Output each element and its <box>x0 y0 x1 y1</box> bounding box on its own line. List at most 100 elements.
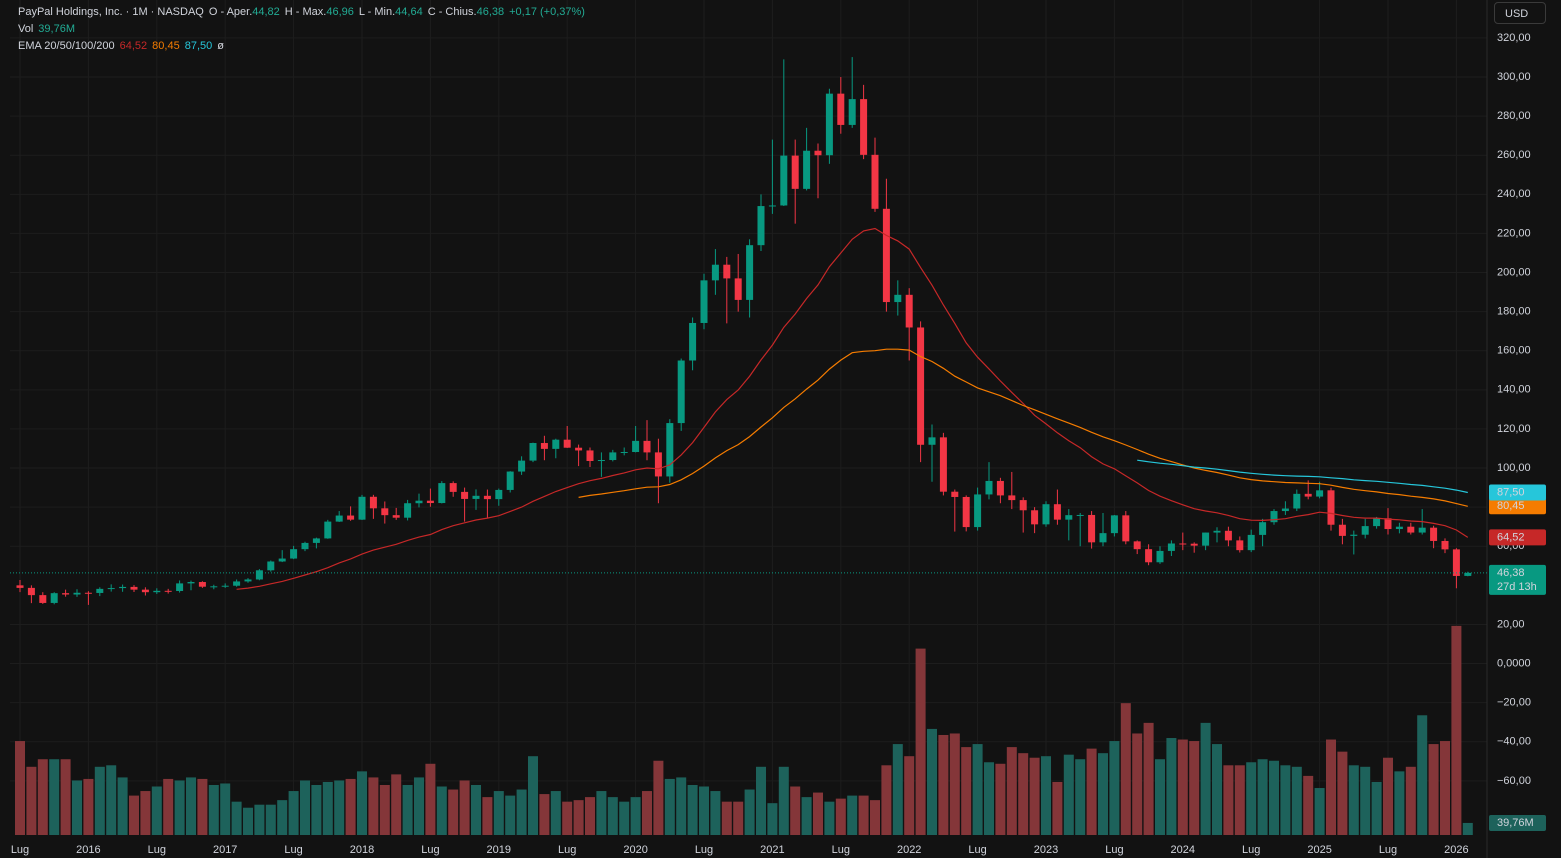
candle-body <box>723 264 731 279</box>
volume-bar <box>790 786 801 835</box>
l-val: 44,64 <box>395 6 423 18</box>
y-tick-label: 0,0000 <box>1497 657 1531 669</box>
volume-bar <box>858 795 869 835</box>
candle-body <box>1430 527 1438 541</box>
volume-bar <box>744 789 755 835</box>
volume-bar <box>1155 759 1165 835</box>
volume-bar <box>1086 748 1097 835</box>
volume-bar <box>927 728 937 835</box>
y-tick-label: −60,00 <box>1497 775 1531 787</box>
candle-body <box>620 452 628 454</box>
volume-bar <box>1075 759 1086 835</box>
volume-bar <box>254 804 265 835</box>
volume-bar <box>277 800 288 835</box>
volume-bar <box>516 789 527 835</box>
volume-bar <box>1451 625 1462 835</box>
volume-bar <box>1063 754 1074 835</box>
candle-body <box>1133 541 1141 550</box>
volume-bar <box>1383 757 1393 835</box>
volume-bar <box>505 795 516 835</box>
x-tick-label: 2016 <box>76 844 100 856</box>
ema-value: 64,52 <box>119 40 148 52</box>
volume-bar <box>653 760 664 835</box>
volume-bar <box>1280 765 1291 835</box>
candle-body <box>164 590 172 592</box>
y-tick-label: 180,00 <box>1497 306 1531 318</box>
candle-body <box>1110 515 1118 534</box>
change: +0,17 (+0,37%) <box>509 6 585 18</box>
candle-body <box>506 471 514 490</box>
candle-body <box>974 494 982 528</box>
candle-body <box>1224 530 1232 541</box>
candle-body <box>50 593 58 603</box>
volume-bar <box>1006 747 1017 835</box>
y-tick-label: 240,00 <box>1497 188 1531 200</box>
volume-bar <box>391 774 402 835</box>
x-tick-label: Lug <box>11 844 29 856</box>
volume-bar <box>1405 766 1416 835</box>
candle-body <box>1293 493 1301 509</box>
volume-bar <box>995 763 1006 835</box>
candle-body <box>643 440 651 453</box>
x-tick-label: Lug <box>968 844 986 856</box>
x-tick-label: 2026 <box>1444 844 1468 856</box>
candle-body <box>1076 514 1084 516</box>
volume-bar <box>49 759 60 835</box>
candle-body <box>1156 550 1164 563</box>
volume-bar <box>1018 753 1029 835</box>
candle-body <box>586 450 594 461</box>
volume-bar <box>151 786 162 835</box>
volume-bar <box>1257 759 1268 835</box>
volume-bar <box>1098 753 1108 835</box>
candle-body <box>1452 549 1460 576</box>
y-tick-label: 200,00 <box>1497 266 1531 278</box>
candle-body <box>951 491 959 497</box>
candle-body <box>1464 572 1472 576</box>
currency-button[interactable]: USD <box>1494 2 1546 24</box>
x-tick-label: 2024 <box>1171 844 1195 856</box>
y-tick-label: 120,00 <box>1497 423 1531 435</box>
volume-bar <box>1189 741 1200 835</box>
candle-body <box>825 93 833 156</box>
x-tick-label: Lug <box>421 844 439 856</box>
volume-bar <box>847 795 858 835</box>
volume-bar <box>1029 757 1040 835</box>
volume-bar <box>984 762 994 835</box>
volume-bar <box>699 786 709 835</box>
x-tick-label: Lug <box>1105 844 1123 856</box>
candle-body <box>563 439 571 448</box>
candle-body <box>1008 495 1016 501</box>
volume-bar <box>1428 744 1439 835</box>
ema-price-label: 80,45 <box>1497 500 1525 512</box>
vol: Vol <box>18 23 34 35</box>
candle-body <box>860 99 868 155</box>
candle-body <box>290 549 298 559</box>
volume-bar <box>1132 733 1143 835</box>
candle-body <box>210 586 218 588</box>
candle-body <box>426 500 434 504</box>
volume-bar <box>949 733 960 835</box>
volume-bar <box>710 791 721 835</box>
volume-bar <box>1291 766 1302 835</box>
volume-bar <box>1326 739 1336 835</box>
volume-bar <box>208 784 219 835</box>
volume-bar <box>379 784 390 835</box>
candle-body <box>575 447 583 451</box>
candle-body <box>529 443 537 461</box>
volume-bar <box>37 759 48 835</box>
candle-body <box>1281 508 1289 512</box>
candle-body <box>928 437 936 445</box>
x-tick-label: Lug <box>148 844 166 856</box>
candle-body <box>1202 532 1210 546</box>
volume-bar <box>642 791 652 835</box>
volume-bar <box>265 804 276 835</box>
y-tick-label: 260,00 <box>1497 149 1531 161</box>
x-tick-label: 2022 <box>897 844 921 856</box>
volume-bar <box>1200 722 1211 835</box>
y-tick-label: −40,00 <box>1497 736 1531 748</box>
x-tick-label: 2020 <box>623 844 647 856</box>
volume-bar <box>961 747 972 835</box>
volume-bar <box>425 763 436 835</box>
x-tick-label: Lug <box>1379 844 1397 856</box>
